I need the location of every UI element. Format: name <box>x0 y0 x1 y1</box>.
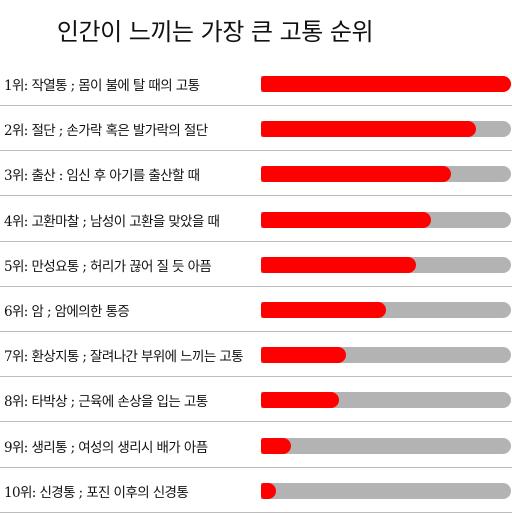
chart-row: 5위: 만성요통 ; 허리가 끊어 질 듯 아픔 <box>0 243 512 287</box>
row-divider <box>0 105 512 106</box>
category-label: 6위: 암 ; 암에의한 통증 <box>4 304 130 320</box>
category-label: 5위: 만성요통 ; 허리가 끊어 질 듯 아픔 <box>4 258 212 275</box>
bar-track <box>261 166 511 183</box>
row-divider <box>0 195 512 197</box>
bar <box>261 392 339 409</box>
category-label: 2위: 절단 ; 손가락 혹은 발가락의 절단 <box>4 123 208 140</box>
category-label: 1위: 작열통 ; 몸이 불에 탈 때의 고통 <box>4 78 200 94</box>
category-label: 9위: 생리통 ; 여성의 생리시 배가 아픔 <box>4 439 208 456</box>
bar <box>261 211 431 228</box>
chart-row: 1위: 작열통 ; 몸이 불에 탈 때의 고통 <box>0 62 512 106</box>
chart-row: 6위: 암 ; 암에의한 통증 <box>0 288 512 332</box>
bar-track <box>261 256 511 273</box>
row-divider <box>0 421 512 423</box>
chart-row: 7위: 환상지통 ; 잘려나간 부위에 느끼는 고통 <box>0 333 512 378</box>
row-divider <box>0 466 512 468</box>
bar-track <box>261 482 511 499</box>
bar <box>261 76 511 92</box>
row-divider <box>0 150 512 152</box>
bar <box>261 482 276 499</box>
row-divider <box>0 331 512 332</box>
chart-title: 인간이 느끼는 가장 큰 고통 순위 <box>56 18 374 46</box>
category-label: 8위: 타박상 ; 근육에 손상을 입는 고통 <box>4 394 208 411</box>
category-label: 10위: 신경통 ; 포진 이후의 신경통 <box>4 484 189 501</box>
bar-track <box>261 392 511 409</box>
chart-row: 8위: 타박상 ; 근육에 손상을 입는 고통 <box>0 378 512 423</box>
row-divider <box>0 285 512 287</box>
bar-track <box>261 121 511 138</box>
bar-track <box>261 211 511 228</box>
bar <box>261 302 386 318</box>
bar-track <box>261 347 511 364</box>
chart-row: 4위: 고환마찰 ; 남성이 고환을 맞았을 때 <box>0 198 512 242</box>
bar <box>261 166 451 183</box>
bar <box>261 121 476 138</box>
chart-row: 10위: 신경통 ; 포진 이후의 신경통 <box>0 469 512 513</box>
category-label: 7위: 환상지통 ; 잘려나간 부위에 느끼는 고통 <box>4 349 244 366</box>
bar-track <box>261 76 511 92</box>
chart-row: 3위: 출산 : 임신 후 아기를 출산할 때 <box>0 152 512 197</box>
chart-row: 2위: 절단 ; 손가락 혹은 발가락의 절단 <box>0 107 512 152</box>
row-divider <box>0 240 512 242</box>
category-label: 4위: 고환마찰 ; 남성이 고환을 맞았을 때 <box>4 213 220 230</box>
bar-track <box>261 302 511 318</box>
bar <box>261 256 416 273</box>
chart-row: 9위: 생리통 ; 여성의 생리시 배가 아픔 <box>0 424 512 468</box>
bar <box>261 347 346 364</box>
row-divider <box>0 376 512 378</box>
category-label: 3위: 출산 : 임신 후 아기를 출산할 때 <box>4 168 200 185</box>
bar-track <box>261 437 511 454</box>
bar <box>261 437 291 454</box>
